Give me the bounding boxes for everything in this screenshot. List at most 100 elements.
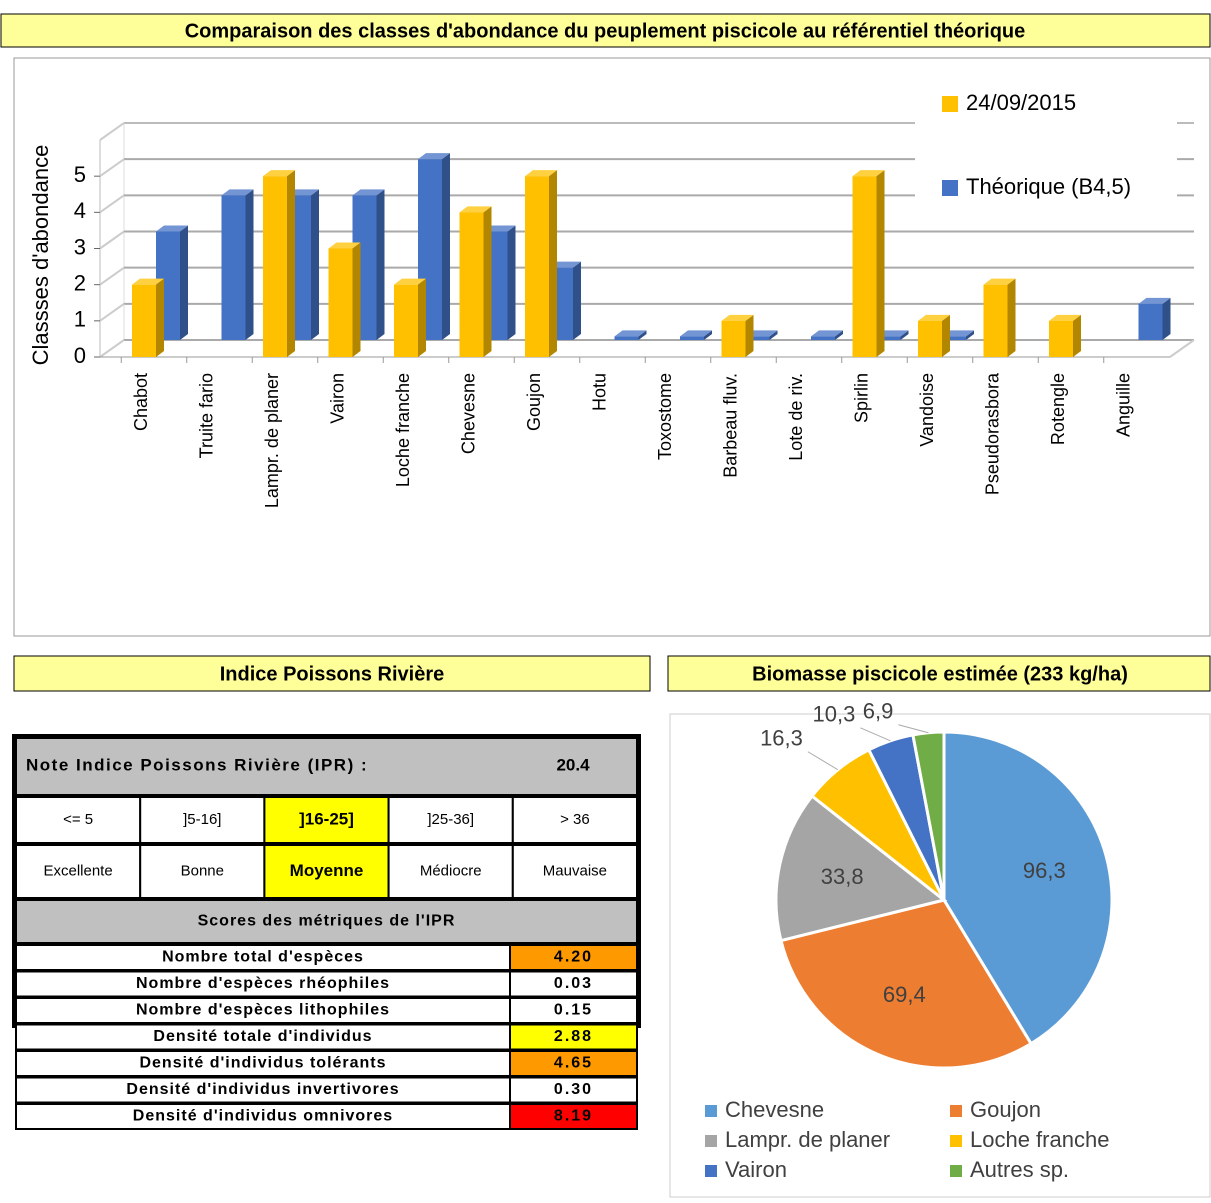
- cell-text: Densité totale d'individus: [153, 1028, 372, 1045]
- y-tick-label: 5: [74, 162, 86, 187]
- bar-side: [1162, 297, 1171, 340]
- bar: [394, 284, 418, 357]
- grid-line: [99, 266, 125, 286]
- legend-label: Loche franche: [970, 1127, 1109, 1152]
- grid-line: [99, 339, 125, 358]
- x-tick-label: Spirlin: [851, 373, 871, 423]
- bar-top: [221, 189, 254, 196]
- bar: [876, 336, 901, 340]
- table-cell: [15, 796, 142, 844]
- data-label: 6,9: [863, 699, 894, 724]
- leader-line: [860, 727, 891, 742]
- cell-text: Densité d'individus tolérants: [139, 1055, 386, 1072]
- x-tick-label: Chabot: [131, 373, 151, 431]
- x-tick-label: Loche franche: [393, 373, 413, 487]
- cell-text: 0.15: [554, 1002, 593, 1019]
- table-cell: [387, 796, 514, 844]
- bar: [680, 336, 704, 340]
- bar-side: [1073, 314, 1081, 357]
- cell-text: Densité d'individus omnivores: [133, 1108, 393, 1125]
- legend-swatch: [705, 1165, 717, 1177]
- bar-top: [352, 189, 385, 196]
- section-header: [13, 655, 651, 692]
- table-cell: [15, 944, 511, 971]
- legend-swatch: [942, 96, 958, 112]
- leader-line: [898, 724, 929, 734]
- table-cell: [509, 1103, 638, 1130]
- table-cell: [15, 1103, 511, 1130]
- cell-text: Mauvaise: [543, 862, 607, 879]
- table-cell: [15, 997, 511, 1024]
- legend-label: Goujon: [970, 1097, 1041, 1122]
- bar-side: [573, 261, 581, 340]
- bar-side: [311, 189, 319, 340]
- legend-swatch: [705, 1135, 717, 1147]
- bar-side: [442, 153, 450, 340]
- bar-top: [263, 170, 295, 177]
- bar: [745, 336, 770, 340]
- table-cell: [509, 997, 638, 1024]
- x-tick-label: Anguille: [1113, 373, 1133, 437]
- grid-line: [99, 158, 125, 177]
- bar-side: [876, 170, 885, 357]
- y-tick-label: 3: [74, 234, 86, 259]
- bar: [852, 176, 877, 357]
- legend-swatch: [950, 1135, 962, 1147]
- cell-text: 2.88: [554, 1028, 593, 1045]
- cell-text: ]16-25]: [299, 809, 354, 828]
- bar-side: [156, 278, 164, 357]
- y-tick-label: 1: [74, 307, 86, 332]
- legend-label: Théorique (B4,5): [966, 174, 1131, 199]
- data-label: 16,3: [760, 726, 803, 751]
- bar-side: [1007, 278, 1016, 357]
- bar: [132, 284, 156, 357]
- y-tick-label: 4: [74, 198, 86, 223]
- bar-side: [180, 225, 188, 340]
- x-tick-label: Hotu: [589, 373, 609, 411]
- cell-text: 8.19: [554, 1108, 593, 1125]
- bar-top: [1049, 314, 1081, 321]
- section-header: [667, 655, 1211, 692]
- floor-edge: [1169, 339, 1195, 358]
- table-cell: [15, 899, 638, 944]
- bar-top: [918, 314, 950, 321]
- bar-side: [769, 330, 778, 340]
- cell-text: Excellente: [43, 862, 112, 879]
- pie-slice: [779, 898, 1034, 1070]
- x-tick-label: Rotengle: [1048, 373, 1068, 445]
- cell-text: Bonne: [181, 862, 224, 879]
- table-cell: [509, 1023, 638, 1051]
- bar-side: [549, 170, 557, 357]
- table-cell: [15, 1076, 511, 1104]
- y-tick-label: 2: [74, 270, 86, 295]
- bar: [918, 320, 942, 357]
- cell-text: 20.4: [556, 755, 590, 774]
- bar: [328, 248, 353, 357]
- bar-top: [132, 278, 164, 285]
- table-cell: [509, 970, 638, 998]
- chart-title: Comparaison des classes d'abondance du p…: [185, 20, 1026, 42]
- legend-label: 24/09/2015: [966, 90, 1076, 115]
- bar-side: [900, 330, 909, 340]
- x-tick-label: Pseudorasbora: [982, 372, 1002, 495]
- frame-top: [99, 122, 125, 141]
- cell-text: ]5-16]: [183, 811, 221, 828]
- bar-side: [966, 330, 974, 340]
- bar-side: [507, 225, 516, 340]
- section-title: Biomasse piscicole estimée (233 kg/ha): [752, 663, 1128, 685]
- data-label: 69,4: [883, 982, 926, 1007]
- legend-label: Chevesne: [725, 1097, 824, 1122]
- table-cell: [15, 737, 638, 796]
- pie-slice: [911, 730, 946, 901]
- table-cell: [139, 796, 266, 844]
- grid-line: [99, 303, 125, 322]
- bar: [263, 176, 287, 357]
- legend-swatch: [950, 1105, 962, 1117]
- table-cell: [263, 796, 390, 844]
- bar-side: [483, 206, 492, 357]
- table-cell: [511, 796, 638, 844]
- bar-side: [638, 330, 647, 340]
- bar-top: [418, 153, 450, 160]
- table-cell: [15, 844, 142, 899]
- bar-side: [704, 330, 712, 340]
